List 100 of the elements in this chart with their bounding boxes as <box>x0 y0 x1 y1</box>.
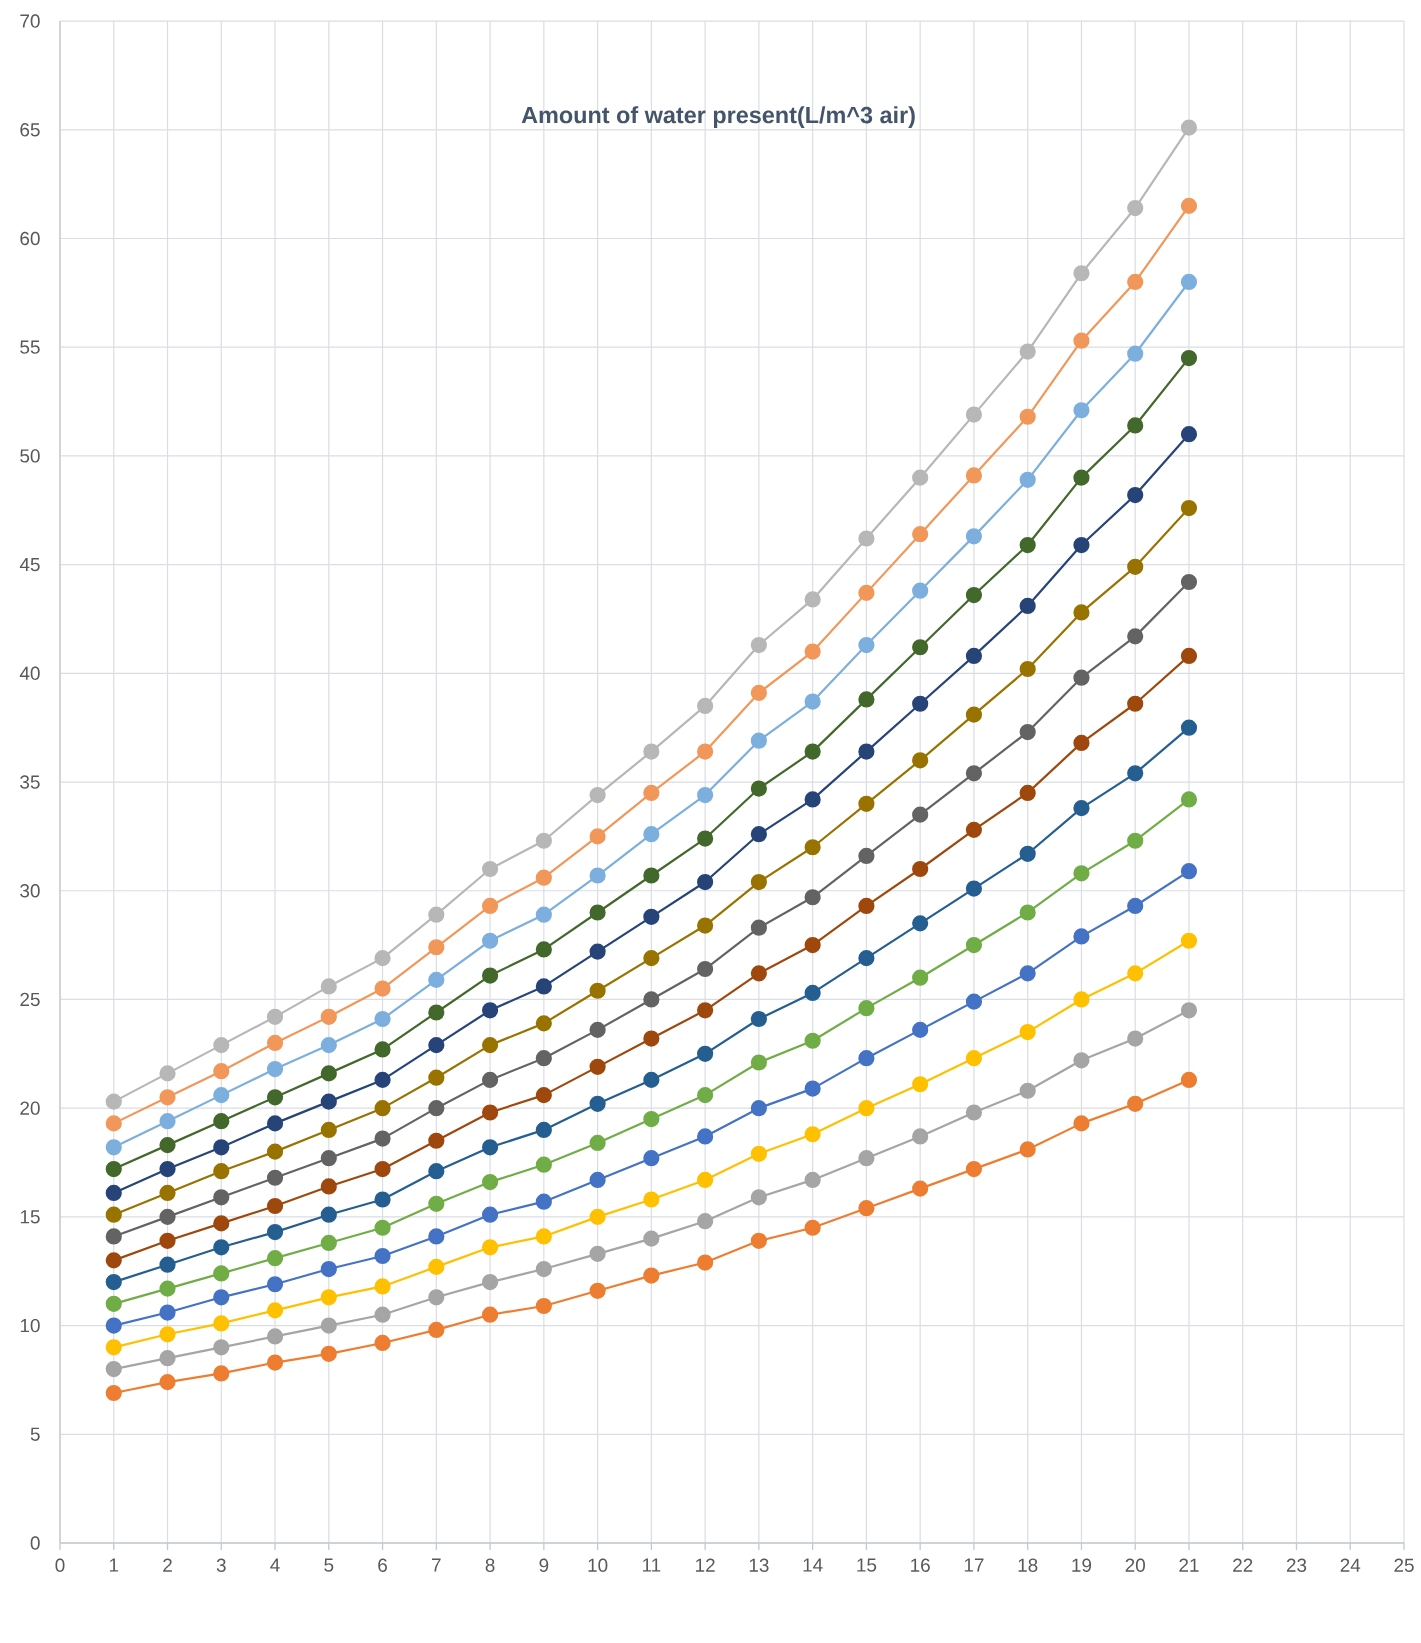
point <box>213 1063 230 1080</box>
x-tick-label: 16 <box>911 1558 930 1572</box>
point <box>159 1065 176 1082</box>
point <box>858 1050 875 1067</box>
point <box>1180 1002 1198 1019</box>
y-tick-label: 30 <box>20 884 40 898</box>
point <box>374 1334 391 1352</box>
point <box>428 1228 445 1245</box>
point <box>481 1037 499 1054</box>
point <box>481 1104 499 1121</box>
point <box>1073 928 1090 945</box>
point <box>1019 1141 1036 1158</box>
x-tick-label: 2 <box>163 1558 172 1572</box>
point <box>1180 499 1198 517</box>
point <box>1019 660 1036 678</box>
point <box>750 965 767 982</box>
point <box>535 1297 552 1315</box>
point <box>643 867 660 884</box>
point <box>428 1037 445 1054</box>
point <box>1180 647 1198 665</box>
point <box>159 1232 176 1249</box>
point <box>374 1191 391 1208</box>
point <box>266 1115 284 1132</box>
point <box>1180 349 1198 367</box>
point <box>1127 628 1144 645</box>
point <box>912 806 929 823</box>
y-tick-label: 70 <box>20 14 40 28</box>
y-tick-label: 60 <box>20 231 40 246</box>
point <box>266 1354 284 1371</box>
point <box>1073 669 1090 686</box>
point <box>589 786 606 804</box>
point <box>1073 469 1090 486</box>
x-tick-label: 0 <box>55 1558 65 1572</box>
y-tick-label: 35 <box>20 775 40 789</box>
point <box>428 1100 445 1117</box>
y-tick-label: 10 <box>20 1318 40 1333</box>
x-tick-label: 12 <box>696 1558 715 1572</box>
point <box>965 1160 983 1178</box>
point <box>1019 784 1036 802</box>
point <box>320 1345 337 1362</box>
point <box>105 1184 122 1202</box>
point <box>481 1173 499 1191</box>
point <box>1073 734 1090 751</box>
point <box>643 1191 660 1208</box>
point <box>428 1069 445 1086</box>
point <box>535 1193 552 1210</box>
point <box>428 1195 445 1212</box>
point <box>858 1200 875 1217</box>
point <box>697 1087 714 1104</box>
point <box>266 1302 284 1319</box>
point <box>1127 417 1144 434</box>
point <box>804 1080 821 1097</box>
point <box>159 1256 176 1273</box>
point <box>697 1213 714 1230</box>
point <box>858 530 875 547</box>
point <box>750 919 767 936</box>
point <box>697 697 714 715</box>
point <box>105 1384 122 1402</box>
point <box>266 1328 284 1345</box>
point <box>105 1139 122 1156</box>
point <box>320 1317 337 1334</box>
point <box>481 1306 499 1323</box>
point <box>912 582 929 599</box>
point <box>374 1278 391 1295</box>
point <box>912 1180 929 1197</box>
point <box>481 897 499 915</box>
point <box>643 1230 660 1247</box>
point <box>105 1317 122 1334</box>
point <box>159 1374 176 1391</box>
point <box>159 1304 176 1321</box>
point <box>912 526 929 543</box>
point <box>105 1339 122 1356</box>
point <box>213 1087 230 1104</box>
y-tick-label: 50 <box>20 449 40 463</box>
x-tick-label: 13 <box>749 1558 769 1572</box>
point <box>643 826 660 843</box>
point <box>374 1100 391 1117</box>
point <box>1073 991 1090 1008</box>
point <box>213 1265 230 1282</box>
point <box>159 1160 176 1178</box>
point <box>1180 119 1198 136</box>
point <box>1180 197 1198 214</box>
point <box>213 1365 230 1382</box>
point <box>213 1113 230 1130</box>
point <box>643 1267 660 1284</box>
point <box>1019 536 1036 554</box>
point <box>1019 1023 1036 1041</box>
point <box>481 1206 499 1223</box>
point <box>213 1315 230 1332</box>
point <box>750 1189 767 1206</box>
point <box>320 1234 337 1252</box>
x-tick-label: 22 <box>1233 1558 1253 1572</box>
point <box>481 1239 499 1256</box>
point <box>1019 845 1036 862</box>
point <box>589 1171 606 1189</box>
point <box>804 889 821 906</box>
point <box>643 950 660 967</box>
point <box>428 1004 445 1021</box>
point <box>858 1000 875 1017</box>
point <box>858 847 875 865</box>
